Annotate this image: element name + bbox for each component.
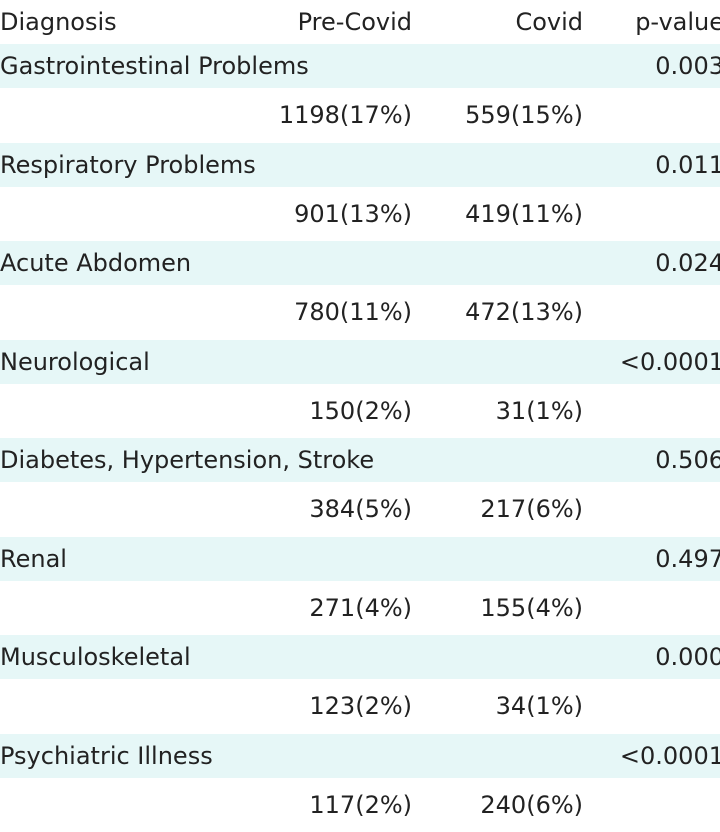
header-cell: p-value <box>635 8 720 36</box>
pre-covid-count: 117(2%) <box>309 790 412 819</box>
count-row: 150(2%) 31(1%) <box>0 384 720 439</box>
header-row: Diagnosis Pre-Covid Covid p-value <box>0 0 720 44</box>
covid-count: 559(15%) <box>465 101 583 130</box>
p-value: 0.506 <box>655 446 720 474</box>
pre-covid-count: 271(4%) <box>309 593 412 622</box>
count-row: 123(2%) 34(1%) <box>0 679 720 734</box>
diagnosis: Acute Abdomen <box>0 249 192 277</box>
header-cell: Covid <box>515 8 583 36</box>
count-row: 901(13%) 419(11%) <box>0 187 720 242</box>
pre-covid-count: 384(5%) <box>309 495 412 524</box>
pre-covid-count: 780(11%) <box>294 298 412 327</box>
count-row: 780(11%) 472(13%) <box>0 285 720 340</box>
count-row: 117(2%) 240(6%) <box>0 778 720 832</box>
header-cell: Pre-Covid <box>297 8 412 36</box>
count-row: 1198(17%) 559(15%) <box>0 88 720 143</box>
diagnosis-row: Gastrointestinal Problems 0.003 <box>0 44 720 88</box>
covid-count: 34(1%) <box>495 692 583 721</box>
covid-count: 240(6%) <box>480 790 583 819</box>
covid-count: 31(1%) <box>495 396 583 425</box>
p-value: <0.0001 <box>619 741 720 770</box>
pre-covid-count: 150(2%) <box>309 396 412 425</box>
diagnosis-row: Acute Abdomen 0.024 <box>0 241 720 285</box>
p-value: <0.0001 <box>619 347 720 376</box>
covid-count: 155(4%) <box>480 593 583 622</box>
diagnosis: Respiratory Problems <box>0 150 256 179</box>
p-value: 0.000 <box>655 643 720 671</box>
pre-covid-count: 123(2%) <box>309 692 412 721</box>
diagnosis-row: Psychiatric Illness <0.0001 <box>0 733 720 778</box>
header-cell: Diagnosis <box>0 8 117 36</box>
p-value: 0.497 <box>655 544 720 573</box>
diagnosis-row: Renal 0.497 <box>0 536 720 581</box>
count-row: 384(5%) 217(6%) <box>0 482 720 537</box>
covid-count: 472(13%) <box>465 298 583 327</box>
diagnosis: Renal <box>0 544 67 573</box>
diagnosis: Musculoskeletal <box>0 643 191 671</box>
covid-count: 217(6%) <box>480 495 583 524</box>
diagnosis-row: Musculoskeletal 0.000 <box>0 635 720 679</box>
covid-count: 419(11%) <box>465 199 583 228</box>
diagnosis: Psychiatric Illness <box>0 741 213 770</box>
diagnosis: Neurological <box>0 347 150 376</box>
p-value: 0.024 <box>655 249 720 277</box>
diagnosis-row: Neurological <0.0001 <box>0 339 720 384</box>
p-value: 0.003 <box>655 52 720 80</box>
pre-covid-count: 901(13%) <box>294 199 412 228</box>
diagnosis: Gastrointestinal Problems <box>0 52 309 80</box>
diagnosis: Diabetes, Hypertension, Stroke <box>0 446 375 474</box>
p-value: 0.011 <box>655 150 720 179</box>
count-row: 271(4%) 155(4%) <box>0 581 720 636</box>
diagnosis-row: Respiratory Problems 0.011 <box>0 142 720 187</box>
diagnosis-row: Diabetes, Hypertension, Stroke 0.506 <box>0 438 720 482</box>
pre-covid-count: 1198(17%) <box>278 101 412 130</box>
